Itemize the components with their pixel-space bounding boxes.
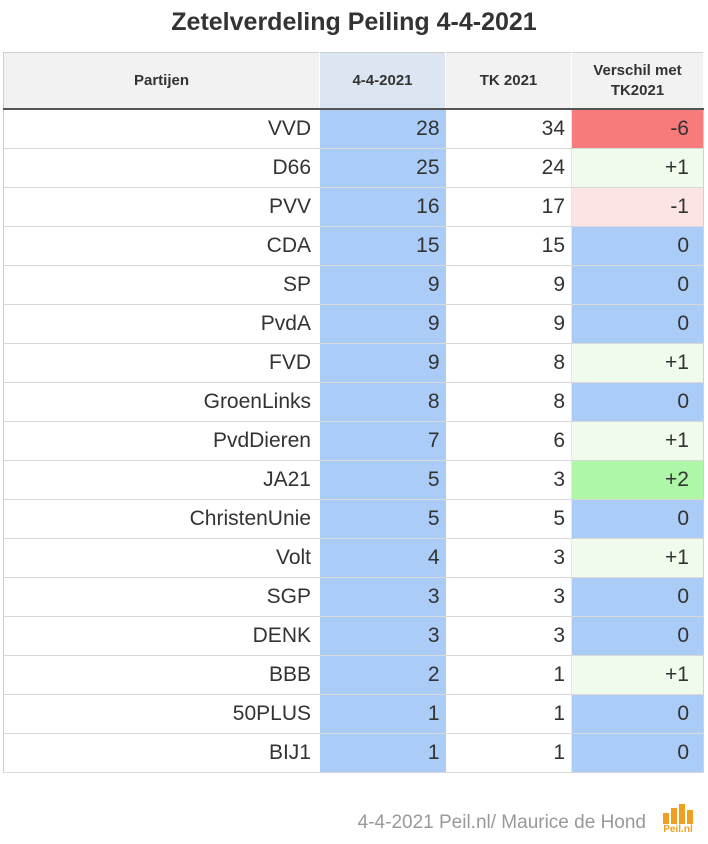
table-row: GroenLinks 8 8 0 (3, 382, 704, 422)
seat-difference: 0 (571, 304, 704, 344)
poll-seats: 1 (319, 733, 446, 773)
bar-chart-icon (663, 804, 693, 824)
tk-seats: 17 (445, 187, 572, 227)
party-name: CDA (3, 226, 320, 266)
party-name: PvdDieren (3, 421, 320, 461)
seat-difference: 0 (571, 265, 704, 305)
tk-seats: 3 (445, 460, 572, 500)
poll-seats: 9 (319, 265, 446, 305)
table-row: 50PLUS 1 1 0 (3, 694, 704, 734)
poll-seats: 28 (319, 109, 446, 149)
seat-difference: 0 (571, 694, 704, 734)
table-row: PvdA 9 9 0 (3, 304, 704, 344)
tk-seats: 5 (445, 499, 572, 539)
seat-difference: 0 (571, 733, 704, 773)
party-name: ChristenUnie (3, 499, 320, 539)
seat-difference: 0 (571, 577, 704, 617)
poll-seats: 16 (319, 187, 446, 227)
table-row: Volt 4 3 +1 (3, 538, 704, 578)
table-row: BIJ1 1 1 0 (3, 733, 704, 773)
party-name: 50PLUS (3, 694, 320, 734)
poll-seats: 2 (319, 655, 446, 695)
party-name: Volt (3, 538, 320, 578)
peil-logo: Peil.nl (660, 802, 696, 836)
seat-difference: -1 (571, 187, 704, 227)
party-name: FVD (3, 343, 320, 383)
poll-seats: 9 (319, 304, 446, 344)
tk-seats: 15 (445, 226, 572, 266)
tk-seats: 34 (445, 109, 572, 149)
poll-seats: 5 (319, 499, 446, 539)
seat-difference: +1 (571, 655, 704, 695)
table-row: ChristenUnie 5 5 0 (3, 499, 704, 539)
poll-seats: 9 (319, 343, 446, 383)
tk-seats: 3 (445, 616, 572, 656)
tk-seats: 6 (445, 421, 572, 461)
seat-difference: 0 (571, 616, 704, 656)
tk-seats: 1 (445, 733, 572, 773)
poll-seats: 25 (319, 148, 446, 188)
tk-seats: 1 (445, 694, 572, 734)
party-name: DENK (3, 616, 320, 656)
party-name: VVD (3, 109, 320, 149)
seat-difference: 0 (571, 226, 704, 266)
tk-seats: 9 (445, 304, 572, 344)
tk-seats: 8 (445, 382, 572, 422)
table-row: SP 9 9 0 (3, 265, 704, 305)
table-row: PVV 16 17 -1 (3, 187, 704, 227)
seat-difference: +1 (571, 538, 704, 578)
seat-difference: -6 (571, 109, 704, 149)
poll-seats: 8 (319, 382, 446, 422)
logo-text: Peil.nl (663, 824, 693, 835)
poll-seats: 7 (319, 421, 446, 461)
party-name: GroenLinks (3, 382, 320, 422)
tk-seats: 9 (445, 265, 572, 305)
poll-seats: 1 (319, 694, 446, 734)
party-name: D66 (3, 148, 320, 188)
table-row: FVD 9 8 +1 (3, 343, 704, 383)
seat-difference: +1 (571, 148, 704, 188)
table-row: BBB 2 1 +1 (3, 655, 704, 695)
seat-difference: +1 (571, 421, 704, 461)
seat-difference: +1 (571, 343, 704, 383)
header-party: Partijen (3, 52, 320, 110)
poll-seats: 15 (319, 226, 446, 266)
table-row: DENK 3 3 0 (3, 616, 704, 656)
header-diff: Verschil met TK2021 (571, 52, 704, 110)
table-row: D66 25 24 +1 (3, 148, 704, 188)
seat-difference: 0 (571, 382, 704, 422)
party-name: SGP (3, 577, 320, 617)
party-name: JA21 (3, 460, 320, 500)
footer-credit: 4-4-2021 Peil.nl/ Maurice de Hond (357, 812, 646, 833)
party-name: PvdA (3, 304, 320, 344)
header-tk: TK 2021 (445, 52, 572, 110)
seat-table: Partijen 4-4-2021 TK 2021 Verschil met T… (3, 52, 704, 773)
poll-seats: 3 (319, 577, 446, 617)
tk-seats: 3 (445, 538, 572, 578)
seat-difference: +2 (571, 460, 704, 500)
tk-seats: 24 (445, 148, 572, 188)
table-row: PvdDieren 7 6 +1 (3, 421, 704, 461)
table-body: VVD 28 34 -6 D66 25 24 +1 PVV 16 17 -1 CDA 15 15 0 SP 9 9 0… (3, 109, 704, 773)
chart-title: Zetelverdeling Peiling 4-4-2021 (171, 8, 537, 36)
party-name: BIJ1 (3, 733, 320, 773)
poll-seats: 5 (319, 460, 446, 500)
table-row: CDA 15 15 0 (3, 226, 704, 266)
header-poll: 4-4-2021 (319, 52, 446, 110)
party-name: PVV (3, 187, 320, 227)
poll-seats: 4 (319, 538, 446, 578)
tk-seats: 3 (445, 577, 572, 617)
table-row: JA21 5 3 +2 (3, 460, 704, 500)
header-row: Partijen 4-4-2021 TK 2021 Verschil met T… (3, 52, 704, 110)
tk-seats: 1 (445, 655, 572, 695)
party-name: BBB (3, 655, 320, 695)
tk-seats: 8 (445, 343, 572, 383)
table-row: SGP 3 3 0 (3, 577, 704, 617)
party-name: SP (3, 265, 320, 305)
table-row: VVD 28 34 -6 (3, 109, 704, 149)
poll-seats: 3 (319, 616, 446, 656)
seat-difference: 0 (571, 499, 704, 539)
